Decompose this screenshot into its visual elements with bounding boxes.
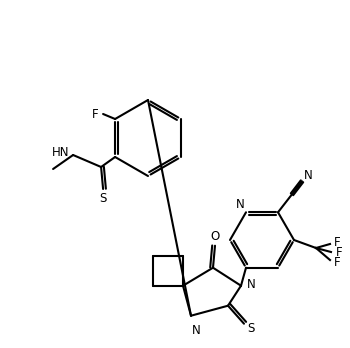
Text: S: S bbox=[247, 322, 255, 335]
Text: S: S bbox=[99, 191, 107, 205]
Text: F: F bbox=[336, 245, 343, 259]
Text: F: F bbox=[334, 255, 341, 269]
Text: N: N bbox=[247, 278, 256, 291]
Text: F: F bbox=[334, 236, 341, 248]
Text: HN: HN bbox=[52, 145, 70, 158]
Text: N: N bbox=[236, 198, 245, 211]
Text: O: O bbox=[210, 230, 220, 243]
Text: F: F bbox=[92, 108, 98, 120]
Text: N: N bbox=[304, 169, 312, 182]
Text: N: N bbox=[192, 324, 201, 337]
